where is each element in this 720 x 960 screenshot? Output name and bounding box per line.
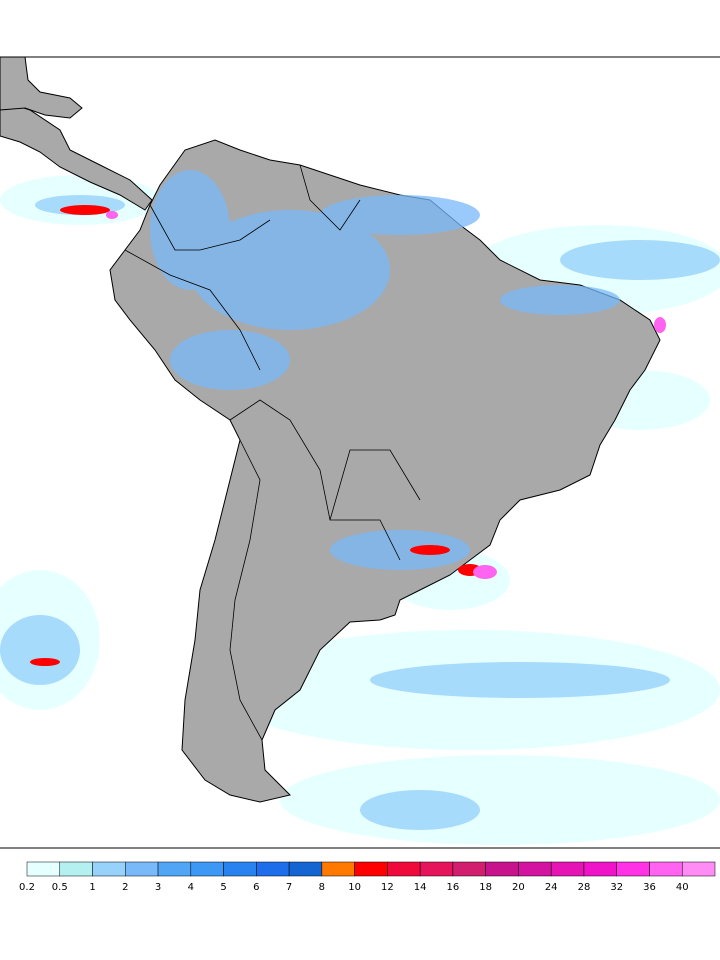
colorbar-box [387,861,421,877]
precip-land [150,170,620,570]
colorbar-label: 40 [676,882,689,893]
colorbar-box [92,861,126,877]
colorbar-box [550,861,585,877]
borders [124,164,421,741]
colorbar-label: 8 [319,882,325,893]
colorbar-box [419,861,454,877]
colorbar-box [616,861,650,877]
precip-extreme [106,211,666,579]
colorbar-label: 10 [348,882,361,893]
colorbar-box [518,861,552,877]
colorbar-label: 18 [479,882,492,893]
colorbar-box [59,861,93,877]
colorbar-box [26,861,61,877]
precip-medium [0,195,720,830]
colorbar-box [256,861,290,877]
land-central-america [0,99,153,211]
colorbar-box [321,861,355,877]
colorbar-label: 4 [188,882,194,893]
colorbar-box [485,861,519,877]
colorbar-label: 24 [545,882,558,893]
colorbar-box [649,861,683,877]
colorbar-label: 0.5 [52,882,68,893]
colorbar-label: 1 [89,882,95,893]
precip-heavy [30,205,482,666]
colorbar-label: 36 [643,882,656,893]
colorbar-label: 3 [155,882,161,893]
land-mexico [0,56,83,119]
colorbar-label: 28 [578,882,591,893]
colorbar-box [125,861,159,877]
colorbar-label: 6 [253,882,259,893]
colorbar-label: 32 [610,882,623,893]
colorbar-label: 5 [220,882,226,893]
colorbar-label: 16 [447,882,460,893]
colorbar-box [223,861,257,877]
colorbar-label: 2 [122,882,128,893]
colorbar-label: 12 [381,882,394,893]
colorbar-box [452,861,486,877]
colorbar: 0.2 0.5 1 2 3 4 5 6 7 8 10 12 14 16 18 20 24 28 32 36 40 [19,861,716,893]
colorbar-label: 7 [286,882,292,893]
colorbar-label: 14 [414,882,427,893]
colorbar-box [354,861,388,877]
colorbar-box [583,861,617,877]
map [0,56,720,849]
colorbar-label: 0.2 [19,882,35,893]
colorbar-label: 20 [512,882,525,893]
colorbar-box [157,861,192,877]
colorbar-box [288,861,323,877]
colorbar-box [190,861,224,877]
colorbar-box [681,861,716,877]
